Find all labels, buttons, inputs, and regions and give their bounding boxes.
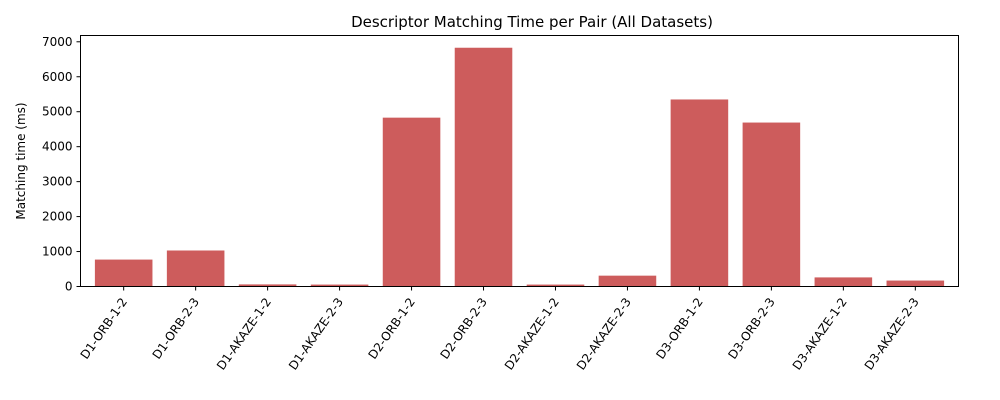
bar-D2-AKAZE-1-2 bbox=[526, 284, 585, 287]
x-tick-label: D2-ORB-1-2 bbox=[366, 295, 418, 362]
bar-D3-ORB-1-2 bbox=[670, 99, 729, 287]
chart-title: Descriptor Matching Time per Pair (All D… bbox=[351, 13, 713, 31]
y-tick-label: 0 bbox=[65, 280, 73, 294]
x-axis: D1-ORB-1-2 D1-ORB-2-3 D1-AKAZE-1-2 D1-AKAZE… bbox=[78, 286, 922, 373]
x-tick-label: D1-ORB-1-2 bbox=[78, 295, 130, 362]
bar-D1-ORB-2-3 bbox=[166, 250, 225, 287]
y-tick-label: 7000 bbox=[42, 35, 73, 49]
bar-D1-ORB-1-2 bbox=[94, 259, 153, 287]
bar-D3-AKAZE-2-3 bbox=[886, 280, 945, 287]
x-tick-label: D3-ORB-2-3 bbox=[725, 295, 777, 362]
x-tick-label: D3-ORB-1-2 bbox=[653, 295, 705, 362]
plot-frame bbox=[80, 35, 959, 287]
y-axis-title: Matching time (ms) bbox=[14, 102, 28, 219]
y-tick-label: 5000 bbox=[42, 105, 73, 119]
x-tick-label: D2-AKAZE-1-2 bbox=[502, 295, 562, 372]
x-tick-label: D1-AKAZE-2-3 bbox=[286, 295, 346, 372]
x-tick-label: D1-AKAZE-1-2 bbox=[214, 295, 274, 372]
x-tick-label: D1-ORB-2-3 bbox=[150, 295, 202, 362]
y-axis: 0 1000 2000 3000 4000 5000 6000 7000 bbox=[42, 35, 81, 294]
y-tick-label: 2000 bbox=[42, 210, 73, 224]
y-tick-label: 1000 bbox=[42, 245, 73, 259]
x-tick-label: D2-AKAZE-2-3 bbox=[574, 295, 634, 372]
bar-D3-ORB-2-3 bbox=[742, 122, 801, 287]
bar-D2-ORB-1-2 bbox=[382, 117, 441, 287]
bar-D2-ORB-2-3 bbox=[454, 47, 513, 287]
y-tick-label: 4000 bbox=[42, 140, 73, 154]
x-tick-label: D3-AKAZE-2-3 bbox=[862, 295, 922, 372]
x-tick-label: D3-AKAZE-1-2 bbox=[790, 295, 850, 372]
y-tick-label: 6000 bbox=[42, 70, 73, 84]
bar-D3-AKAZE-1-2 bbox=[814, 277, 873, 287]
bar-D1-AKAZE-1-2 bbox=[238, 284, 297, 287]
bars-group bbox=[94, 47, 945, 287]
x-tick-label: D2-ORB-2-3 bbox=[438, 295, 490, 362]
bar-D1-AKAZE-2-3 bbox=[310, 284, 369, 287]
bar-D2-AKAZE-2-3 bbox=[598, 275, 657, 287]
y-tick-label: 3000 bbox=[42, 175, 73, 189]
